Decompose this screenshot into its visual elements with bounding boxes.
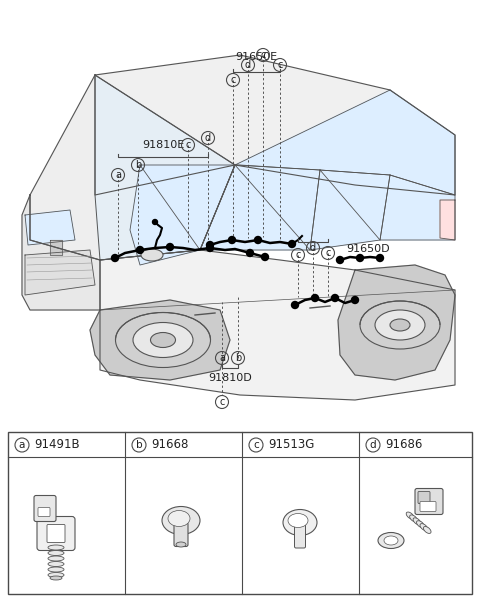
Ellipse shape — [141, 249, 163, 261]
Text: 91668: 91668 — [151, 438, 188, 452]
Circle shape — [254, 237, 262, 243]
Polygon shape — [22, 195, 100, 310]
Circle shape — [312, 294, 319, 302]
Text: a: a — [219, 353, 225, 363]
Circle shape — [357, 255, 363, 261]
Ellipse shape — [409, 515, 417, 522]
Circle shape — [376, 255, 384, 261]
Ellipse shape — [413, 518, 420, 525]
FancyBboxPatch shape — [34, 495, 56, 521]
Circle shape — [332, 294, 338, 302]
FancyBboxPatch shape — [37, 517, 75, 550]
Ellipse shape — [50, 576, 62, 580]
Text: d: d — [205, 133, 211, 143]
Ellipse shape — [360, 301, 440, 349]
Polygon shape — [338, 265, 455, 380]
Text: d: d — [310, 243, 316, 253]
Ellipse shape — [48, 556, 64, 561]
Circle shape — [247, 249, 253, 256]
Ellipse shape — [375, 310, 425, 340]
FancyBboxPatch shape — [415, 488, 443, 515]
Ellipse shape — [48, 567, 64, 572]
Polygon shape — [130, 165, 235, 265]
Ellipse shape — [116, 312, 211, 367]
Polygon shape — [440, 200, 455, 240]
Ellipse shape — [378, 533, 404, 548]
Text: a: a — [19, 440, 25, 450]
Polygon shape — [100, 250, 455, 400]
Ellipse shape — [417, 521, 424, 527]
Polygon shape — [25, 210, 75, 245]
Circle shape — [136, 246, 144, 253]
Polygon shape — [95, 55, 455, 195]
Text: d: d — [370, 440, 376, 450]
Text: 91810D: 91810D — [208, 373, 252, 383]
Ellipse shape — [176, 542, 186, 547]
Circle shape — [262, 253, 268, 261]
Ellipse shape — [48, 545, 64, 550]
Circle shape — [288, 241, 296, 247]
Text: d: d — [245, 60, 251, 70]
Circle shape — [206, 244, 214, 252]
Circle shape — [291, 302, 299, 308]
Polygon shape — [50, 240, 62, 255]
Text: b: b — [135, 160, 141, 170]
Circle shape — [228, 237, 236, 243]
Text: c: c — [325, 248, 331, 258]
FancyBboxPatch shape — [174, 523, 188, 547]
Text: b: b — [136, 440, 142, 450]
Polygon shape — [235, 90, 455, 195]
Text: c: c — [230, 75, 236, 85]
Text: c: c — [253, 440, 259, 450]
Text: c: c — [295, 250, 300, 260]
Text: a: a — [115, 170, 121, 180]
Ellipse shape — [406, 512, 414, 519]
Circle shape — [167, 243, 173, 250]
Text: 91650E: 91650E — [235, 52, 277, 62]
Ellipse shape — [48, 550, 64, 556]
Text: c: c — [277, 60, 283, 70]
Text: 91810E: 91810E — [142, 140, 184, 150]
Polygon shape — [200, 165, 320, 250]
Circle shape — [351, 297, 359, 303]
Polygon shape — [310, 170, 390, 250]
Ellipse shape — [133, 323, 193, 358]
Text: c: c — [260, 50, 266, 60]
Polygon shape — [95, 75, 235, 260]
Text: 91686: 91686 — [385, 438, 422, 452]
Polygon shape — [380, 175, 455, 240]
Ellipse shape — [162, 506, 200, 535]
Text: c: c — [219, 397, 225, 407]
FancyBboxPatch shape — [38, 507, 50, 517]
Text: 91513G: 91513G — [268, 438, 314, 452]
Ellipse shape — [420, 524, 428, 530]
Ellipse shape — [151, 332, 176, 347]
FancyBboxPatch shape — [420, 501, 436, 512]
Polygon shape — [90, 300, 230, 380]
Ellipse shape — [423, 527, 431, 533]
Ellipse shape — [48, 562, 64, 566]
Polygon shape — [25, 250, 95, 295]
Circle shape — [111, 255, 119, 261]
Circle shape — [153, 220, 157, 225]
FancyBboxPatch shape — [418, 491, 430, 503]
Ellipse shape — [384, 536, 398, 545]
Polygon shape — [30, 75, 235, 260]
Circle shape — [206, 241, 214, 249]
FancyBboxPatch shape — [295, 523, 305, 548]
Ellipse shape — [48, 573, 64, 577]
Text: 91650D: 91650D — [346, 243, 390, 253]
Ellipse shape — [168, 510, 190, 527]
Ellipse shape — [288, 514, 308, 527]
FancyBboxPatch shape — [47, 524, 65, 542]
Text: 91491B: 91491B — [34, 438, 80, 452]
Bar — [8, 432, 472, 594]
Circle shape — [336, 256, 344, 264]
Ellipse shape — [390, 319, 410, 331]
Ellipse shape — [283, 509, 317, 536]
Text: b: b — [235, 353, 241, 363]
Text: c: c — [185, 140, 191, 150]
